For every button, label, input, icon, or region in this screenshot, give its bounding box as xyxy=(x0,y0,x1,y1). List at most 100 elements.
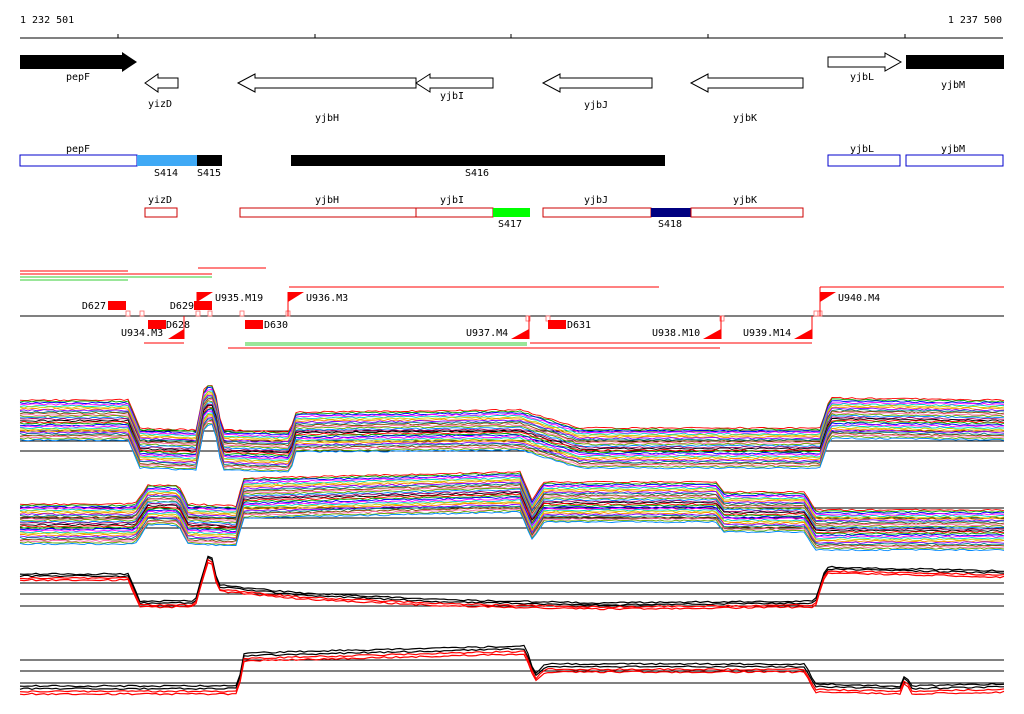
segment-S417[interactable] xyxy=(493,208,530,217)
downshift-label: D631 xyxy=(567,320,591,331)
gene-box-yjbL[interactable] xyxy=(827,154,901,167)
gene-box-yjbI[interactable] xyxy=(415,207,494,218)
gene-box-label: yjbH xyxy=(315,195,339,206)
upshift-label: U937.M4 xyxy=(466,328,508,339)
gene-label: yjbL xyxy=(850,72,874,83)
gene-label: yjbI xyxy=(440,91,464,102)
expression-trace xyxy=(19,419,1005,469)
upshift-U936.M3[interactable]: U936.M3 xyxy=(287,292,348,316)
gene-yjbL[interactable]: yjbL xyxy=(827,52,903,83)
gene-box-label: yjbJ xyxy=(584,195,608,206)
downshift-D627[interactable]: D627 xyxy=(82,301,126,312)
expression-trace xyxy=(19,403,1004,453)
expression-trace xyxy=(19,508,1005,549)
expression-trace xyxy=(19,482,1004,524)
gene-box-label: pepF xyxy=(66,144,90,155)
gene-box-yjbJ[interactable] xyxy=(542,207,652,218)
expression-trace xyxy=(19,478,1005,519)
expression-trace xyxy=(19,398,1005,448)
expression-trace xyxy=(19,501,1005,541)
gene-label: yjbJ xyxy=(584,100,608,111)
downshift-D628[interactable]: D628 xyxy=(148,320,190,331)
segment-label: S414 xyxy=(154,168,178,179)
expression-panel-summary-plus xyxy=(19,555,1005,611)
expression-trace xyxy=(19,400,1005,450)
upshift-label: U934.M3 xyxy=(121,328,163,339)
expression-trace xyxy=(19,556,1005,607)
gene-yjbJ[interactable]: yjbJ xyxy=(541,73,653,111)
expression-trace xyxy=(19,417,1005,466)
expression-trace xyxy=(19,406,1004,456)
expression-trace xyxy=(19,388,1005,438)
downshift-D630[interactable]: D630 xyxy=(245,320,288,331)
expression-trace xyxy=(19,386,1004,436)
expression-trace xyxy=(19,407,1005,457)
downshift-label: D628 xyxy=(166,320,190,331)
expression-trace xyxy=(19,423,1005,473)
gene-yjbI[interactable]: yjbI xyxy=(415,73,494,102)
expression-trace xyxy=(19,510,1005,552)
gene-yjbH[interactable]: yjbH xyxy=(236,73,417,124)
gene-yizD[interactable]: yizD xyxy=(144,73,179,110)
upshift-label: U935.M19 xyxy=(215,293,263,304)
gene-box-yjbM[interactable] xyxy=(905,154,1004,167)
expression-trace xyxy=(19,653,1005,696)
gene-yjbM[interactable]: yjbM xyxy=(906,55,1004,91)
expression-trace xyxy=(20,491,1005,532)
expression-trace xyxy=(20,502,1005,543)
gene-yjbK[interactable]: yjbK xyxy=(689,73,804,124)
expression-trace xyxy=(19,391,1005,441)
expression-trace xyxy=(19,396,1004,445)
expression-trace xyxy=(19,650,1005,693)
expression-trace xyxy=(19,561,1005,611)
expression-trace xyxy=(19,402,1005,451)
gene-box-label: yjbI xyxy=(440,195,464,206)
expression-panel-summary-minus xyxy=(19,644,1005,696)
segment-S416[interactable] xyxy=(291,155,665,166)
segment-S418[interactable] xyxy=(651,208,691,217)
downshift-label: D630 xyxy=(264,320,288,331)
upshift-U940.M4[interactable]: U940.M4 xyxy=(819,287,880,316)
downshift-label: D627 xyxy=(82,301,106,312)
gene-box-yizD[interactable] xyxy=(144,207,178,218)
expression-trace xyxy=(19,506,1005,547)
upshift-U934.M3[interactable]: U934.M3 xyxy=(121,316,185,339)
downshift-D631[interactable]: D631 xyxy=(548,320,591,331)
gene-box-yjbK[interactable] xyxy=(690,207,804,218)
gene-box-label: yizD xyxy=(148,195,172,206)
upshift-U938.M10[interactable]: U938.M10 xyxy=(652,316,722,339)
upshift-U937.M4[interactable]: U937.M4 xyxy=(466,316,530,339)
downshift-D629[interactable]: D629 xyxy=(170,301,212,312)
gene-pepF[interactable]: pepF xyxy=(20,52,137,83)
expression-trace xyxy=(19,477,1005,518)
expression-trace xyxy=(20,415,1005,464)
ruler-start-label: 1 232 501 xyxy=(20,15,74,26)
shift-track: U935.M19 U936.M3 U940.M4 D627 D629 D628 … xyxy=(20,267,1004,349)
expression-trace xyxy=(19,487,1005,528)
expression-trace xyxy=(19,385,1005,434)
segment-track-minus: yizD yjbH yjbI S417 yjbJ S418 yjbK xyxy=(144,195,804,230)
gene-track: pepF yizD yjbH yjbI yjbJ yjbK yjbL yjbM xyxy=(20,52,1004,124)
segment-label: S418 xyxy=(658,219,682,230)
segment-S415[interactable] xyxy=(197,155,222,166)
expression-trace xyxy=(19,647,1004,691)
gene-label: yjbK xyxy=(733,113,757,124)
expression-trace xyxy=(19,412,1004,461)
gene-box-pepF[interactable] xyxy=(19,154,138,167)
gene-label: pepF xyxy=(66,72,90,83)
segment-label: S416 xyxy=(465,168,489,179)
expression-trace xyxy=(19,394,1005,444)
expression-trace xyxy=(19,488,1005,529)
segment-label: S417 xyxy=(498,219,522,230)
upshift-U935.M19[interactable]: U935.M19 xyxy=(196,292,263,304)
upshift-label: U936.M3 xyxy=(306,293,348,304)
expression-trace xyxy=(19,495,1005,535)
upshift-U939.M14[interactable]: U939.M14 xyxy=(743,316,813,339)
gene-box-yjbH[interactable] xyxy=(239,207,417,218)
expression-trace xyxy=(19,470,1005,512)
gene-box-label: yjbL xyxy=(850,144,874,155)
segment-S414[interactable] xyxy=(137,155,197,166)
upshift-label: U939.M14 xyxy=(743,328,791,339)
